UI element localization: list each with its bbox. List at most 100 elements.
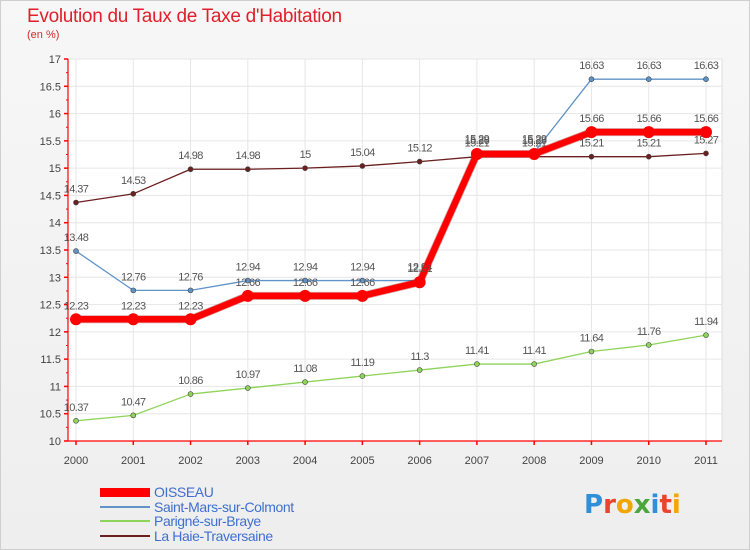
legend-item: La Haie-Traversaine: [100, 528, 273, 544]
logo-letter: x: [633, 490, 651, 520]
data-point-oisseau: [700, 126, 712, 139]
data-label-parign-sur-braye: 11.64: [580, 333, 604, 345]
data-point-parign-sur-braye: [416, 367, 423, 373]
legend-label: Parigné-sur-Braye: [154, 513, 261, 529]
legend-label: Saint-Mars-sur-Colmont: [154, 498, 294, 515]
data-point-parign-sur-braye: [474, 361, 480, 367]
x-tick-label: 2011: [694, 455, 718, 467]
data-label-saint-mars-sur-colmont: 16.63: [579, 60, 604, 72]
data-point-la-haie-traversaine: [187, 166, 194, 173]
data-point-parign-sur-braye: [130, 412, 137, 419]
x-tick-label: 2000: [64, 455, 88, 467]
data-point-oisseau: [642, 126, 655, 139]
data-point-oisseau: [356, 289, 369, 302]
x-tick-label: 2010: [636, 455, 660, 467]
data-point-parign-sur-braye: [359, 373, 366, 379]
y-tick-label: 13.5: [40, 245, 61, 257]
y-tick-label: 14.5: [40, 190, 61, 202]
data-label-oisseau: 12.66: [293, 277, 318, 289]
data-point-saint-mars-sur-colmont: [645, 76, 652, 82]
data-point-saint-mars-sur-colmont: [703, 76, 709, 82]
legend-item: OISSEAU: [100, 484, 214, 500]
y-tick-label: 16.5: [40, 81, 61, 93]
y-tick-label: 11: [50, 381, 61, 393]
y-tick-label: 15.5: [40, 136, 61, 148]
data-point-parign-sur-braye: [245, 385, 251, 391]
data-label-saint-mars-sur-colmont: 12.94: [293, 262, 318, 274]
data-label-la-haie-traversaine: 15.04: [350, 147, 375, 159]
y-tick-label: 14: [49, 218, 61, 230]
data-label-parign-sur-braye: 11.08: [293, 363, 317, 375]
logo-letter: r: [603, 490, 616, 520]
data-label-parign-sur-braye: 11.41: [465, 345, 489, 357]
data-point-parign-sur-braye: [187, 391, 194, 397]
data-label-oisseau: 15.26: [522, 135, 547, 147]
data-label-la-haie-traversaine: 15.12: [407, 143, 432, 155]
data-label-saint-mars-sur-colmont: 12.76: [121, 271, 146, 283]
data-label-la-haie-traversaine: 14.98: [178, 150, 203, 162]
x-tick-label: 2009: [579, 455, 603, 467]
data-point-la-haie-traversaine: [302, 165, 308, 171]
legend-swatch: [100, 534, 150, 537]
data-label-saint-mars-sur-colmont: 16.63: [636, 60, 661, 72]
data-label-saint-mars-sur-colmont: 15.29: [465, 133, 490, 145]
data-label-oisseau: 12.23: [178, 300, 203, 312]
data-point-la-haie-traversaine: [588, 153, 595, 160]
data-label-parign-sur-braye: 10.37: [64, 402, 89, 414]
data-label-parign-sur-braye: 11.19: [351, 357, 375, 369]
data-point-parign-sur-braye: [588, 348, 595, 355]
legend-label: La Haie-Traversaine: [154, 527, 273, 544]
data-point-oisseau: [413, 276, 426, 289]
data-label-parign-sur-braye: 11.41: [522, 345, 546, 357]
y-tick-label: 17: [49, 54, 61, 66]
data-point-oisseau: [585, 126, 598, 139]
data-point-saint-mars-sur-colmont: [245, 277, 251, 284]
data-point-saint-mars-sur-colmont: [73, 248, 79, 254]
y-tick-label: 12.5: [40, 300, 61, 312]
data-label-parign-sur-braye: 11.94: [694, 316, 718, 328]
data-point-parign-sur-braye: [73, 418, 79, 424]
x-tick-label: 2001: [121, 455, 145, 467]
y-tick-label: 15: [49, 163, 61, 175]
logo-letter: t: [659, 490, 672, 520]
data-point-oisseau: [528, 147, 541, 160]
data-label-la-haie-traversaine: 14.98: [236, 150, 261, 162]
data-point-parign-sur-braye: [703, 332, 709, 338]
data-label-oisseau: 12.23: [64, 300, 89, 312]
legend-item: Parigné-sur-Braye: [100, 513, 261, 529]
data-point-saint-mars-sur-colmont: [588, 76, 595, 82]
data-label-oisseau: 15.26: [465, 135, 490, 147]
data-label-saint-mars-sur-colmont: 12.94: [350, 262, 375, 274]
x-tick-label: 2007: [465, 455, 489, 467]
data-label-oisseau: 15.66: [579, 113, 604, 125]
data-label-saint-mars-sur-colmont: 15.29: [522, 133, 547, 145]
legend-item: Saint-Mars-sur-Colmont: [100, 499, 294, 515]
data-point-oisseau: [184, 313, 197, 326]
unit-label: (en %): [27, 29, 60, 41]
data-label-la-haie-traversaine: 14.53: [121, 175, 146, 187]
y-tick-label: 10: [49, 436, 61, 448]
data-label-la-haie-traversaine: 15.27: [694, 134, 719, 146]
legend-swatch: [100, 520, 150, 522]
data-point-la-haie-traversaine: [703, 150, 709, 157]
legend-swatch: [100, 487, 150, 497]
series-line-parign-sur-braye: [75, 334, 707, 422]
series-line-oisseau: [76, 128, 706, 323]
y-tick-label: 16: [49, 109, 61, 121]
data-label-parign-sur-braye: 11.3: [411, 351, 430, 363]
data-label-saint-mars-sur-colmont: 16.63: [694, 60, 719, 72]
y-tick-label: 11.5: [40, 354, 61, 366]
logo-letter: i: [650, 490, 660, 520]
data-point-saint-mars-sur-colmont: [187, 287, 194, 294]
y-tick-label: 10.5: [40, 409, 61, 421]
legend-swatch: [100, 505, 150, 508]
data-label-parign-sur-braye: 10.86: [178, 375, 203, 387]
x-tick-label: 2005: [350, 455, 374, 467]
data-label-la-haie-traversaine: 15.21: [465, 138, 490, 150]
data-label-la-haie-traversaine: 15.21: [579, 138, 604, 150]
data-label-saint-mars-sur-colmont: 13.48: [64, 232, 89, 244]
data-point-saint-mars-sur-colmont: [359, 277, 366, 284]
data-label-oisseau: 12.66: [236, 277, 261, 289]
data-point-saint-mars-sur-colmont: [130, 287, 137, 294]
data-label-parign-sur-braye: 10.97: [236, 369, 261, 381]
